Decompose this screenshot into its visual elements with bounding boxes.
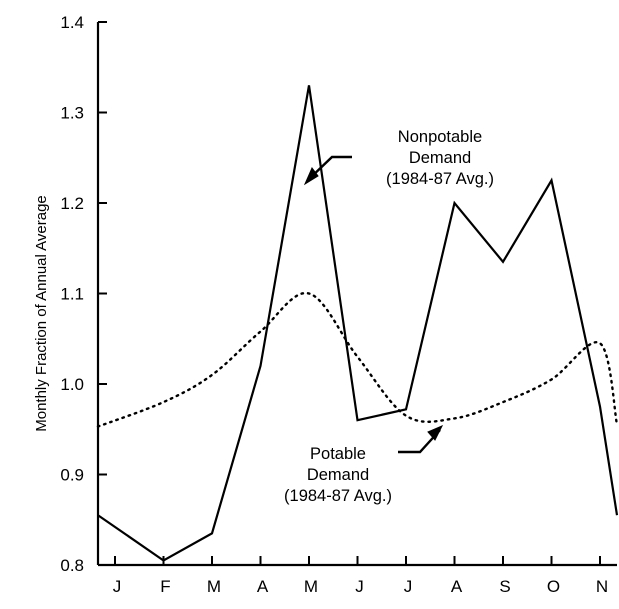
x-tick-label: M <box>304 577 318 596</box>
x-tick-label: M <box>207 577 221 596</box>
x-tick-label: A <box>257 577 269 596</box>
x-tick-label: F <box>160 577 170 596</box>
y-tick-label: 1.3 <box>60 104 84 123</box>
arrowhead-icon <box>303 167 319 186</box>
x-tick-label: N <box>596 577 608 596</box>
annotations-layer: Nonpotable Demand (1984-87 Avg.) Potable Dem… <box>284 128 494 505</box>
annotation-line: Nonpotable <box>398 128 482 146</box>
x-tick-label: A <box>451 577 463 596</box>
y-tick-label: 0.9 <box>60 466 84 485</box>
series-line-potable <box>96 292 619 428</box>
y-tick-label: 1.2 <box>60 194 84 213</box>
annotation-potable: Potable Demand (1984-87 Avg.) <box>284 425 444 505</box>
annotation-arrow <box>307 155 352 181</box>
annotation-line: Demand <box>307 466 369 484</box>
annotation-line: Potable <box>310 445 366 463</box>
series-line-nonpotable <box>97 85 619 562</box>
x-tick-label: J <box>404 577 413 596</box>
arrowhead-icon <box>427 425 444 441</box>
y-tick-label: 1.1 <box>60 285 84 304</box>
annotation-nonpotable: Nonpotable Demand (1984-87 Avg.) <box>303 128 494 188</box>
axes: 0.80.91.01.11.21.31.4JFMAMJJASONDMonthly… <box>33 13 617 596</box>
x-tick-label: S <box>499 577 510 596</box>
annotation-line: (1984-87 Avg.) <box>386 170 494 188</box>
x-tick-label: J <box>355 577 364 596</box>
x-tick-label: J <box>113 577 122 596</box>
annotation-line: Demand <box>409 149 471 167</box>
y-tick-label: 1.0 <box>60 375 84 394</box>
y-tick-label: 1.4 <box>60 13 84 32</box>
series-layer <box>96 85 619 562</box>
y-axis-title: Monthly Fraction of Annual Average <box>33 195 50 432</box>
annotation-line: (1984-87 Avg.) <box>284 487 392 505</box>
y-tick-label: 0.8 <box>60 556 84 575</box>
x-tick-label: O <box>547 577 560 596</box>
